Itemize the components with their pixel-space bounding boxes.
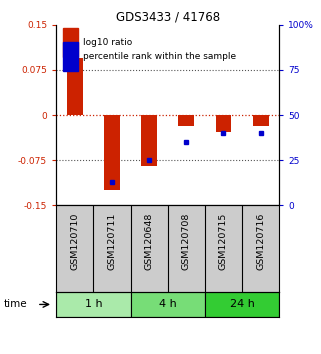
Bar [56, 292, 131, 317]
Bar [63, 42, 78, 71]
Text: GSM120716: GSM120716 [256, 212, 265, 270]
Text: percentile rank within the sample: percentile rank within the sample [83, 52, 236, 61]
Text: GSM120648: GSM120648 [145, 212, 154, 270]
Text: 4 h: 4 h [159, 299, 177, 309]
Bar [178, 115, 194, 126]
Bar [131, 292, 205, 317]
Text: GSM120711: GSM120711 [108, 212, 117, 270]
Text: log10 ratio: log10 ratio [83, 38, 132, 47]
Bar [104, 115, 120, 190]
Text: GSM120708: GSM120708 [182, 212, 191, 270]
Text: GSM120715: GSM120715 [219, 212, 228, 270]
Bar [141, 115, 157, 166]
Text: GSM120710: GSM120710 [70, 212, 79, 270]
Bar [253, 115, 269, 126]
Bar [63, 28, 78, 57]
Bar [216, 115, 231, 132]
Bar [205, 292, 279, 317]
Title: GDS3433 / 41768: GDS3433 / 41768 [116, 11, 220, 24]
Text: 1 h: 1 h [84, 299, 102, 309]
Bar [67, 58, 83, 115]
Text: time: time [3, 299, 27, 309]
Text: 24 h: 24 h [230, 299, 255, 309]
